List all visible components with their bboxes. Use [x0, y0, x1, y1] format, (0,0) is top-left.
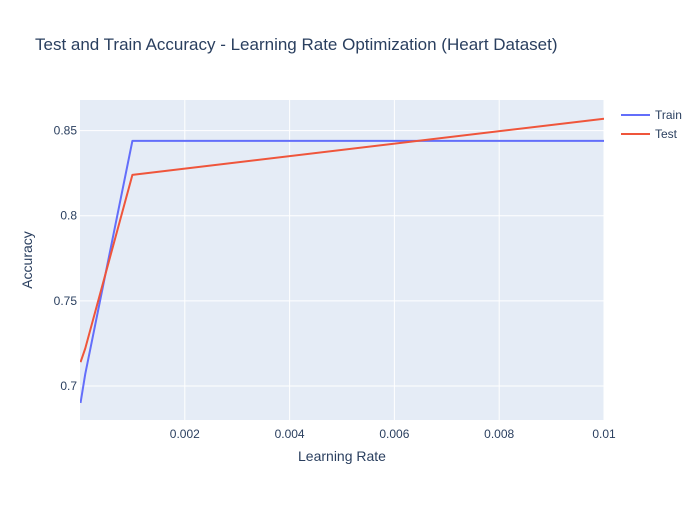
ticks-layer: 0.002 0.004 0.006 0.008 0.01 0.7 0.75 0.8 0.85	[54, 124, 616, 441]
grid-layer	[80, 100, 605, 420]
x-tick-label: 0.01	[592, 427, 616, 441]
plot-background	[80, 100, 604, 420]
series-layer	[80, 117, 604, 404]
y-tick-label: 0.8	[60, 209, 77, 223]
legend[interactable]: Train Test	[621, 108, 682, 141]
legend-item-test[interactable]: Test	[621, 127, 678, 141]
legend-item-train[interactable]: Train	[621, 108, 682, 122]
y-tick-label: 0.7	[60, 379, 77, 393]
legend-label: Train	[655, 108, 682, 122]
chart-title: Test and Train Accuracy - Learning Rate …	[35, 35, 558, 54]
series-line-test	[80, 117, 604, 363]
x-tick-label: 0.006	[379, 427, 409, 441]
x-tick-label: 0.004	[275, 427, 305, 441]
x-tick-label: 0.008	[484, 427, 514, 441]
series-line-train	[80, 139, 604, 404]
y-axis-label: Accuracy	[19, 231, 35, 289]
legend-label: Test	[655, 127, 678, 141]
x-axis-label: Learning Rate	[298, 448, 386, 464]
y-tick-label: 0.85	[54, 124, 78, 138]
x-tick-label: 0.002	[170, 427, 200, 441]
y-tick-label: 0.75	[54, 294, 78, 308]
